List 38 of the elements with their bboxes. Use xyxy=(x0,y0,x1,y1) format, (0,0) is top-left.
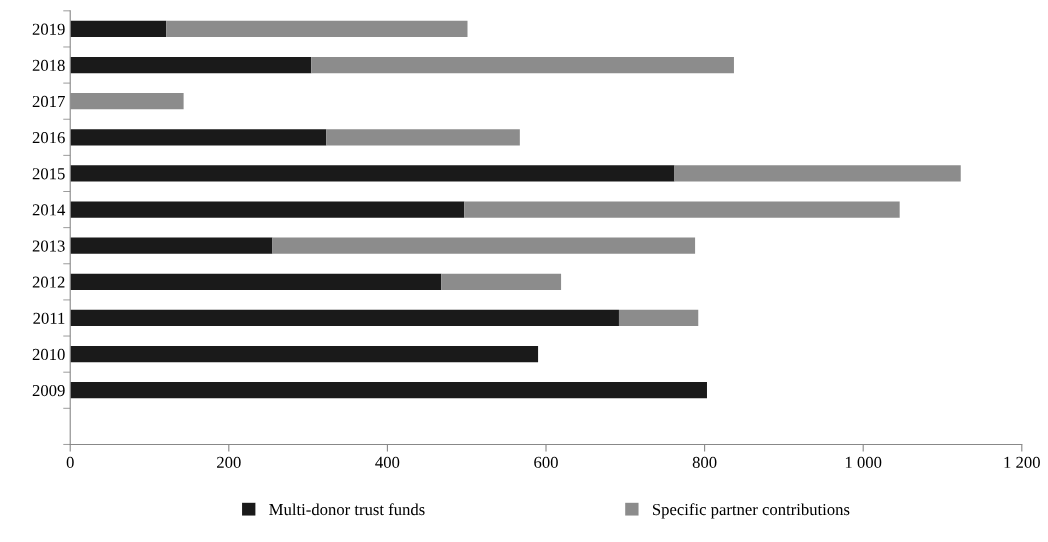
bar xyxy=(70,20,167,38)
bar xyxy=(464,201,900,218)
bar xyxy=(70,309,619,327)
bar xyxy=(311,56,734,74)
bar xyxy=(70,56,312,74)
y-tick-label: 2015 xyxy=(32,168,65,180)
bar xyxy=(70,237,273,254)
bar xyxy=(674,165,961,182)
bar xyxy=(326,129,520,146)
y-tick-label: 2010 xyxy=(32,348,65,361)
x-tick-label: 400 xyxy=(375,456,400,468)
x-tick-label: 200 xyxy=(217,456,241,468)
x-tick-label: 600 xyxy=(534,456,558,468)
bar xyxy=(70,345,539,363)
bar xyxy=(70,201,465,218)
y-tick-label: 2016 xyxy=(32,132,65,144)
bar xyxy=(70,165,675,182)
legend-label: Multi-donor trust funds xyxy=(269,503,425,516)
y-tick-label: 2014 xyxy=(32,204,66,216)
bar xyxy=(272,237,696,254)
bar xyxy=(70,382,707,399)
bar xyxy=(70,273,442,290)
bar xyxy=(70,129,327,146)
bar xyxy=(441,273,562,290)
y-tick-label: 2009 xyxy=(32,384,65,397)
y-tick-label: 2012 xyxy=(32,276,65,288)
legend-label: Specific partner contributions xyxy=(652,503,850,519)
y-tick-label: 2018 xyxy=(32,59,65,71)
y-tick-label: 2011 xyxy=(33,312,65,324)
y-tick-label: 2017 xyxy=(32,95,65,108)
x-tick-label: 1 000 xyxy=(845,456,882,468)
x-tick-label: 0 xyxy=(66,456,74,468)
y-tick-label: 2019 xyxy=(32,23,65,35)
x-tick-label: 800 xyxy=(692,456,717,468)
y-tick-label: 2013 xyxy=(32,240,65,252)
bar xyxy=(166,20,468,38)
bar xyxy=(618,309,699,327)
x-tick-label: 1 200 xyxy=(1004,456,1040,468)
